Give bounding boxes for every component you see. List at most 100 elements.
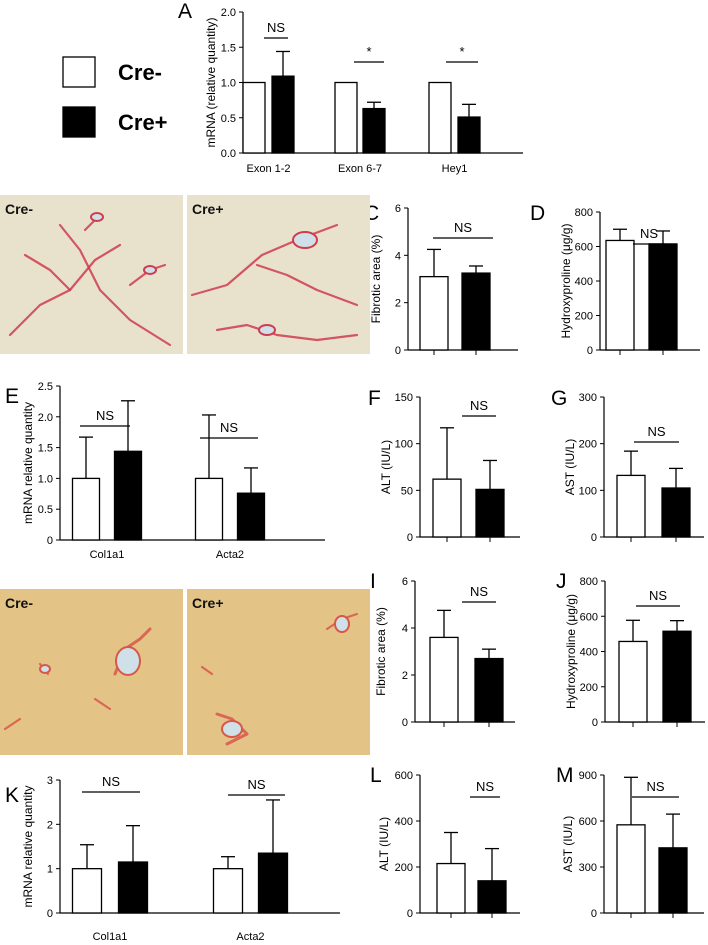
panel-label-m: M: [556, 764, 574, 787]
y-axis-label: Fibrotic area (%): [369, 235, 383, 324]
bar-cre-plus: [648, 243, 678, 351]
y-tick-label: 0: [47, 535, 53, 547]
bar-cre-minus: [618, 640, 648, 723]
y-tick-label: 0: [395, 345, 401, 357]
significance-label: NS: [640, 226, 658, 241]
vessel-lumen: [292, 231, 318, 249]
vessel-lumen: [90, 212, 104, 222]
y-tick-label: 0: [47, 908, 53, 920]
vessel-lumen: [334, 615, 350, 633]
bar-cre-plus: [475, 488, 505, 538]
fibrosis-strand: [93, 697, 112, 711]
y-tick-label: 6: [395, 203, 401, 215]
y-axis-label: Hydroxyproline (μg/g): [564, 594, 578, 709]
y-tick-label: 50: [401, 485, 413, 497]
significance-label: NS: [247, 777, 265, 792]
x-category-label: Acta2: [216, 549, 244, 561]
x-category-label: Exon 1-2: [246, 163, 290, 175]
x-category-label: Exon 6-7: [338, 163, 382, 175]
significance-label: NS: [454, 220, 472, 235]
bar-cre-minus: [428, 81, 452, 154]
y-tick-label: 900: [579, 770, 597, 782]
panel-label-j: J: [556, 570, 567, 593]
significance-label: NS: [470, 584, 488, 599]
y-tick-label: 400: [575, 276, 593, 288]
micrograph-divider: [183, 589, 187, 755]
y-tick-label: 2: [402, 670, 408, 682]
micrograph-image-cre-plus: [187, 589, 370, 755]
y-tick-label: 200: [395, 862, 413, 874]
vessel-lumen: [143, 265, 157, 275]
y-tick-label: 1.0: [38, 473, 53, 485]
chart-k: 0 1 2 3 mRNA relative quantity Col1a1 Acta2 NS N…: [21, 774, 340, 943]
bar-cre-minus: [71, 477, 101, 541]
panel-label-l: L: [370, 764, 382, 787]
chart-l: 0 200 400 600 ALT (IU/L) NS: [377, 770, 520, 920]
bar-cre-minus: [242, 81, 266, 154]
panel-label-f: F: [368, 387, 381, 410]
y-tick-label: 300: [579, 862, 597, 874]
y-tick-label: 0.0: [221, 148, 236, 160]
panel-label-a: A: [178, 0, 192, 23]
fibrosis-strand: [83, 218, 97, 232]
y-axis-label: AST (IU/L): [563, 439, 577, 495]
bar-cre-plus: [474, 657, 504, 723]
y-tick-label: 0: [592, 717, 598, 729]
y-tick-label: 200: [575, 311, 593, 323]
fibrosis-strand: [215, 323, 359, 342]
bar-cre-plus: [271, 75, 295, 154]
y-tick-label: 0: [587, 345, 593, 357]
vessel-lumen: [258, 324, 276, 336]
y-tick-label: 2.0: [38, 412, 53, 424]
bar-cre-minus: [436, 862, 466, 914]
y-axis-label: mRNA (relative quantity): [204, 17, 218, 147]
bar-cre-plus: [457, 116, 481, 154]
y-tick-label: 2: [395, 298, 401, 310]
micrograph-label-cre-minus: Cre-: [5, 201, 33, 217]
y-tick-label: 100: [579, 485, 597, 497]
x-category-label: Hey1: [442, 163, 468, 175]
significance-label: *: [459, 44, 464, 59]
y-tick-label: 0: [402, 717, 408, 729]
bar-cre-minus: [419, 275, 449, 351]
y-tick-label: 400: [395, 816, 413, 828]
significance-label: NS: [476, 779, 494, 794]
significance-label: NS: [647, 424, 665, 439]
y-tick-label: 2.5: [38, 381, 53, 393]
bar-cre-minus: [429, 636, 459, 723]
bar-cre-plus: [236, 492, 266, 541]
micrograph-divider: [183, 195, 187, 354]
y-tick-label: 1.5: [221, 42, 236, 54]
y-axis-label: ALT (IU/L): [377, 817, 391, 871]
y-axis-label: ALT (IU/L): [379, 440, 393, 494]
vessel-lumen: [39, 664, 51, 674]
fibrosis-strand: [23, 253, 72, 292]
panel-label-g: G: [551, 387, 567, 410]
legend-label-cre-minus: Cre-: [118, 60, 162, 85]
y-tick-label: 800: [575, 207, 593, 219]
y-tick-label: 0: [591, 532, 597, 544]
y-tick-label: 100: [395, 439, 413, 451]
y-tick-label: 800: [580, 576, 598, 588]
y-tick-label: 3: [47, 775, 53, 787]
y-tick-label: 200: [579, 439, 597, 451]
significance-label: NS: [102, 774, 120, 789]
y-axis-label: mRNA relative quantity: [21, 785, 35, 907]
x-category-label: Col1a1: [93, 931, 128, 943]
bar-cre-plus: [362, 107, 386, 154]
micrograph-label-cre-plus: Cre+: [192, 595, 224, 611]
x-category-label: Acta2: [236, 931, 264, 943]
micrograph-b: Cre- Cre+: [0, 195, 370, 354]
legend: Cre- Cre+: [62, 56, 168, 138]
y-axis-label: Fibrotic area (%): [374, 607, 388, 696]
y-tick-label: 300: [579, 392, 597, 404]
bar-cre-plus: [658, 847, 688, 914]
chart-f: 0 50 100 150 ALT (IU/L) NS: [379, 392, 520, 544]
y-axis-label: AST (IU/L): [561, 816, 575, 872]
legend-swatch-cre-minus: [62, 56, 96, 88]
y-tick-label: 0: [407, 908, 413, 920]
significance-label: NS: [96, 408, 114, 423]
y-tick-label: 0: [591, 908, 597, 920]
